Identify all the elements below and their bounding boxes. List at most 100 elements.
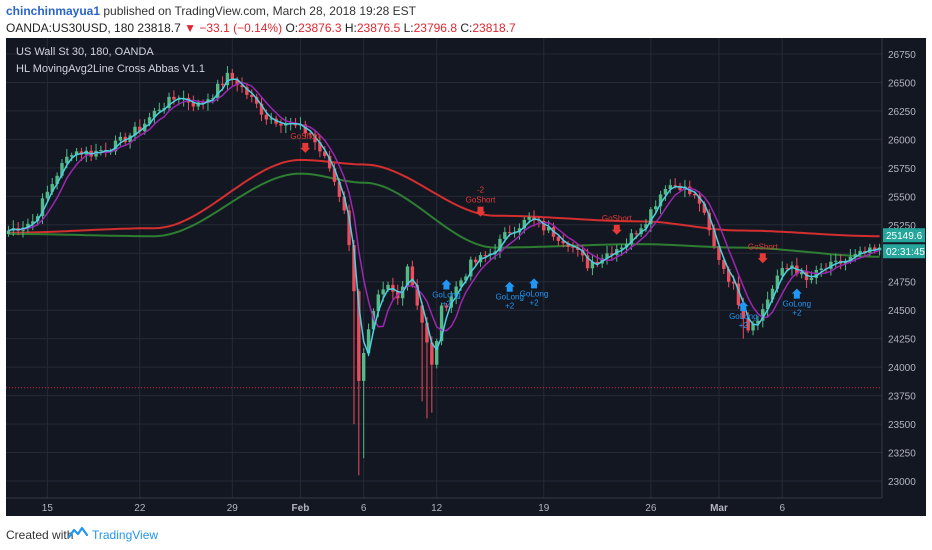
tradingview-link[interactable]: TradingView [92, 528, 159, 542]
ma-red-line [8, 158, 880, 238]
signal-long-count: +2 [442, 299, 452, 308]
y-tick-label: 26250 [888, 107, 916, 118]
signal-short-label: GoShort [602, 214, 633, 223]
candle-body [872, 247, 877, 251]
candle-body [172, 96, 176, 100]
publish-header: chinchinmayua1 published on TradingView.… [0, 0, 932, 38]
close-value: 23818.7 [472, 21, 516, 35]
candle-body [225, 72, 230, 86]
x-tick-label: 29 [227, 503, 239, 514]
x-tick-label: 15 [42, 503, 54, 514]
candle-body [473, 259, 478, 263]
candle-body [430, 342, 434, 365]
x-tick-label: 12 [431, 503, 443, 514]
author-link[interactable]: chinchinmayua1 [6, 4, 101, 18]
candle-body [235, 79, 239, 86]
candle-body [605, 253, 609, 259]
candle-body [644, 224, 648, 229]
candle-body [342, 196, 346, 211]
candle-body [357, 291, 361, 381]
candle-body [405, 266, 410, 287]
candle-body [668, 185, 673, 189]
candle-body [439, 305, 444, 342]
candle-body [770, 288, 775, 300]
signal-short-label: GoShort [466, 196, 497, 205]
candle-body [347, 210, 351, 246]
candle-body [352, 245, 356, 292]
candle-body [303, 124, 308, 134]
y-tick-label: 26000 [888, 135, 916, 146]
candle-body [177, 98, 181, 100]
x-tick-label: Feb [292, 503, 310, 514]
high-label: H: [344, 21, 357, 35]
candle-body [653, 206, 658, 210]
close-label: C: [460, 21, 473, 35]
candle-body [74, 151, 79, 156]
chart-area[interactable]: 23000 23250 23500 23750 24000 24250 24500 24750… [6, 38, 926, 516]
candle-body [678, 185, 682, 190]
candle-body [799, 271, 804, 275]
candle-body [731, 281, 736, 284]
candle-body [848, 256, 853, 261]
candle-body [420, 305, 424, 323]
candle-body [498, 238, 502, 252]
candle-body [147, 117, 152, 124]
candle-body [245, 87, 249, 95]
candle-body [483, 255, 488, 257]
candle-body [327, 155, 332, 169]
candle-body [40, 198, 45, 217]
candle-body [220, 83, 225, 86]
candle-body [663, 188, 668, 195]
candle-body [201, 102, 205, 104]
candle-body [566, 243, 570, 247]
y-tick-label: 25250 [888, 221, 916, 232]
signal-short-label: GoShort [290, 132, 321, 141]
signal-long-label: GoLong [520, 289, 548, 298]
candle-body [269, 118, 273, 120]
candle-body [361, 353, 366, 381]
candle-body [381, 289, 385, 295]
candle-body [50, 184, 54, 192]
candle-body [279, 123, 283, 126]
candle-body [337, 181, 342, 197]
candle-body [658, 194, 663, 207]
candle-body [464, 276, 468, 281]
candle-body [138, 126, 142, 132]
candle-body [459, 280, 463, 287]
candle-body [809, 277, 814, 281]
candle-body [561, 240, 565, 244]
price-chart[interactable]: 23000 23250 23500 23750 24000 24250 24500 24750… [6, 38, 926, 516]
candle-body [736, 283, 741, 305]
candle-body [853, 254, 857, 257]
candle-body [425, 322, 429, 343]
candle-body [717, 246, 721, 260]
y-tick-label: 23750 [888, 392, 916, 403]
candle-body [834, 260, 838, 262]
signal-short-arrow-icon [300, 142, 311, 153]
candle-body [376, 294, 381, 312]
candle-body [191, 102, 196, 107]
tradingview-logo-icon[interactable] [68, 525, 88, 541]
candle-body [410, 266, 415, 286]
candle-body [371, 311, 376, 330]
candle-body [741, 304, 746, 319]
candle-body [240, 85, 244, 88]
candle-body [829, 261, 833, 269]
quote-line: OANDA:US30USD, 180 23818.7 ▼ −33.1 (−0.1… [6, 21, 516, 35]
footer: Created with TradingView [0, 516, 932, 550]
y-tick-label: 24250 [888, 335, 916, 346]
indicator-title: HL MovingAvg2Line Cross Abbas V1.1 [16, 63, 205, 75]
open-label: O: [285, 21, 299, 35]
signal-short-arrow-icon [611, 224, 622, 235]
candle-body [780, 268, 784, 276]
signal-long-arrow-icon [529, 278, 540, 289]
candle-body [230, 72, 235, 80]
candle-body [503, 232, 507, 239]
y-tick-label: 24500 [888, 306, 916, 317]
candle-body [649, 209, 653, 225]
candle-body [619, 247, 624, 250]
candle-body [259, 103, 264, 115]
published-text: published on TradingView.com, March 28, … [103, 4, 417, 18]
symbol-label: OANDA:US30USD, 180 [6, 21, 135, 35]
candle-body [118, 136, 123, 141]
